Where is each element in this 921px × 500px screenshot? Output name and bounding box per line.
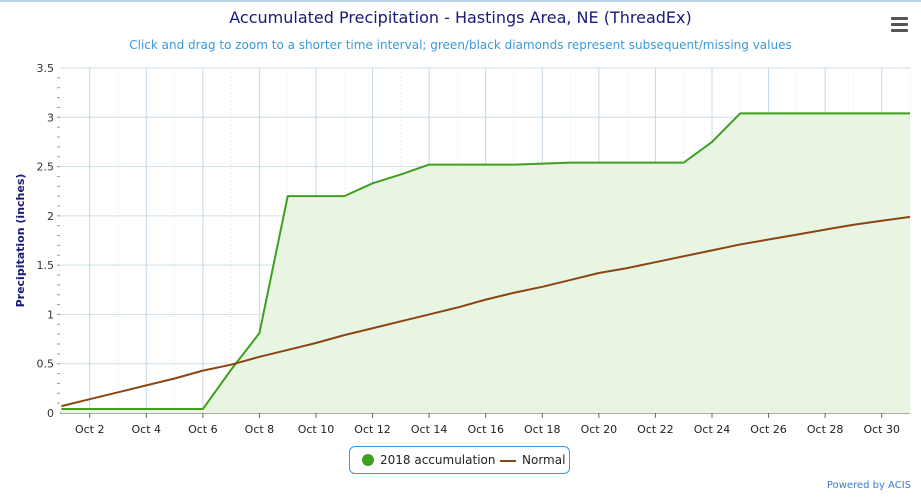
accumulation-area bbox=[61, 113, 911, 413]
y-tick-label: 0 bbox=[47, 407, 54, 420]
y-tick-label: 1 bbox=[47, 308, 54, 321]
menu-bar bbox=[891, 17, 908, 20]
x-tick-label: Oct 26 bbox=[750, 423, 787, 436]
normal-line[interactable] bbox=[61, 215, 911, 408]
legend-item-accumulation[interactable]: 2018 accumulation bbox=[362, 453, 496, 468]
x-tick-label: Oct 18 bbox=[524, 423, 561, 436]
chart-subtitle: Click and drag to zoom to a shorter time… bbox=[129, 38, 792, 52]
x-tick-label: Oct 4 bbox=[132, 423, 162, 436]
chart-title: Accumulated Precipitation - Hastings Are… bbox=[229, 8, 692, 27]
acis-credit-link[interactable]: Powered by ACIS bbox=[826, 480, 911, 491]
x-tick-label: Oct 8 bbox=[245, 423, 275, 436]
y-axis-label: Precipitation (inches) bbox=[14, 174, 27, 308]
x-tick-label: Oct 10 bbox=[298, 423, 335, 436]
chart-legend: 2018 accumulation Normal bbox=[349, 446, 570, 474]
x-tick-label: Oct 28 bbox=[807, 423, 844, 436]
accumulation-line[interactable] bbox=[61, 112, 910, 411]
x-tick-label: Oct 14 bbox=[411, 423, 448, 436]
top-border bbox=[0, 0, 921, 2]
y-tick-label: 1.5 bbox=[37, 259, 55, 272]
x-tick-label: Oct 16 bbox=[467, 423, 504, 436]
legend-item-normal[interactable]: Normal bbox=[500, 453, 566, 468]
x-tick-label: Oct 12 bbox=[354, 423, 391, 436]
menu-bar bbox=[891, 23, 908, 26]
x-tick-label: Oct 22 bbox=[637, 423, 674, 436]
legend-marker-accumulation bbox=[362, 454, 374, 466]
menu-bar bbox=[891, 29, 908, 32]
hamburger-menu-icon[interactable] bbox=[888, 14, 912, 34]
legend-marker-normal bbox=[500, 460, 516, 462]
y-tick-label: 3 bbox=[47, 111, 54, 124]
x-tick-label: Oct 24 bbox=[694, 423, 731, 436]
y-tick-label: 2.5 bbox=[37, 161, 55, 174]
y-tick-label: 3.5 bbox=[37, 62, 55, 75]
x-tick-label: Oct 2 bbox=[75, 423, 105, 436]
y-tick-label: 2 bbox=[47, 210, 54, 223]
x-tick-label: Oct 6 bbox=[188, 423, 218, 436]
legend-label-normal: Normal bbox=[522, 453, 566, 467]
legend-label-accumulation: 2018 accumulation bbox=[380, 453, 496, 467]
x-tick-label: Oct 30 bbox=[863, 423, 900, 436]
y-tick-label: 0.5 bbox=[37, 358, 55, 371]
x-tick-label: Oct 20 bbox=[581, 423, 618, 436]
